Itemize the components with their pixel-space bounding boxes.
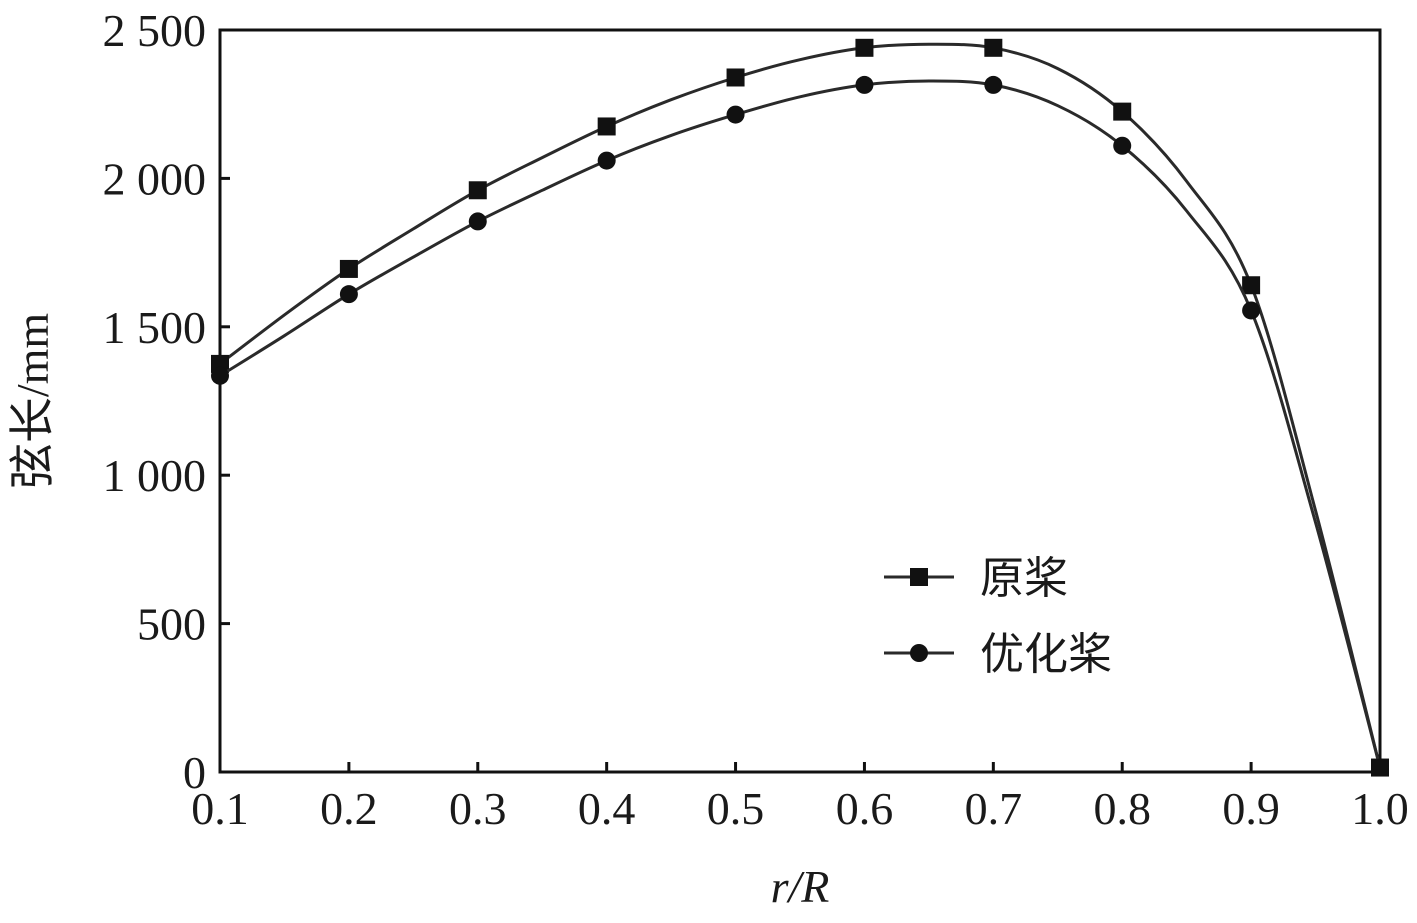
y-tick-label: 1 500 bbox=[103, 302, 207, 353]
legend-square-marker bbox=[910, 568, 928, 586]
y-axis-ticks: 0 500 1 000 1 500 2 000 2 500 bbox=[103, 5, 230, 798]
legend-circle-marker bbox=[910, 644, 928, 662]
legend-item: 优化桨 bbox=[884, 629, 1112, 680]
data-point bbox=[339, 285, 358, 304]
x-tick-label: 0.6 bbox=[836, 783, 894, 834]
y-tick-label: 0 bbox=[183, 747, 206, 798]
x-tick-label: 0.8 bbox=[1093, 783, 1151, 834]
y-tick-label: 2 000 bbox=[103, 153, 207, 204]
plot-frame bbox=[218, 28, 1382, 774]
series-2 bbox=[211, 75, 1389, 777]
data-point bbox=[984, 38, 1003, 57]
data-point bbox=[1113, 102, 1132, 121]
data-point bbox=[984, 75, 1003, 94]
data-point bbox=[1242, 301, 1261, 320]
x-tick-label: 0.5 bbox=[707, 783, 765, 834]
series-layer bbox=[211, 38, 1389, 777]
legend-item: 原桨 bbox=[884, 553, 1068, 604]
data-point bbox=[1113, 136, 1132, 155]
x-tick-label: 0.2 bbox=[320, 783, 378, 834]
x-axis-label: r/R bbox=[771, 861, 830, 912]
y-tick-label: 2 500 bbox=[103, 5, 207, 56]
data-point bbox=[211, 366, 229, 385]
y-tick-label: 500 bbox=[137, 599, 206, 650]
data-point bbox=[855, 38, 874, 57]
x-tick-label: 0.4 bbox=[578, 783, 636, 834]
data-point bbox=[855, 75, 874, 94]
y-tick-label: 1 000 bbox=[103, 450, 207, 501]
x-tick-label: 0.3 bbox=[449, 783, 507, 834]
data-point bbox=[726, 105, 745, 124]
data-point bbox=[468, 212, 487, 231]
x-tick-label: 1.0 bbox=[1351, 783, 1409, 834]
data-point bbox=[1242, 276, 1261, 295]
data-point bbox=[468, 181, 487, 200]
x-tick-label: 0.1 bbox=[191, 783, 249, 834]
x-tick-label: 0.7 bbox=[965, 783, 1023, 834]
series-1 bbox=[211, 38, 1389, 777]
data-point bbox=[597, 117, 616, 136]
series-line bbox=[219, 42, 1382, 768]
x-tick-label: 0.9 bbox=[1222, 783, 1280, 834]
legend-label: 优化桨 bbox=[980, 629, 1112, 680]
data-point bbox=[597, 151, 616, 170]
x-axis-ticks: 0.1 0.2 0.3 0.4 0.5 0.6 0.7 0.8 0.9 1.0 bbox=[191, 762, 1409, 834]
legend-label: 原桨 bbox=[980, 553, 1068, 604]
y-axis-label: 弦长/mm bbox=[7, 313, 58, 490]
data-point bbox=[339, 259, 358, 278]
series-line bbox=[219, 79, 1382, 768]
data-point bbox=[1371, 758, 1389, 777]
data-point bbox=[726, 68, 745, 87]
